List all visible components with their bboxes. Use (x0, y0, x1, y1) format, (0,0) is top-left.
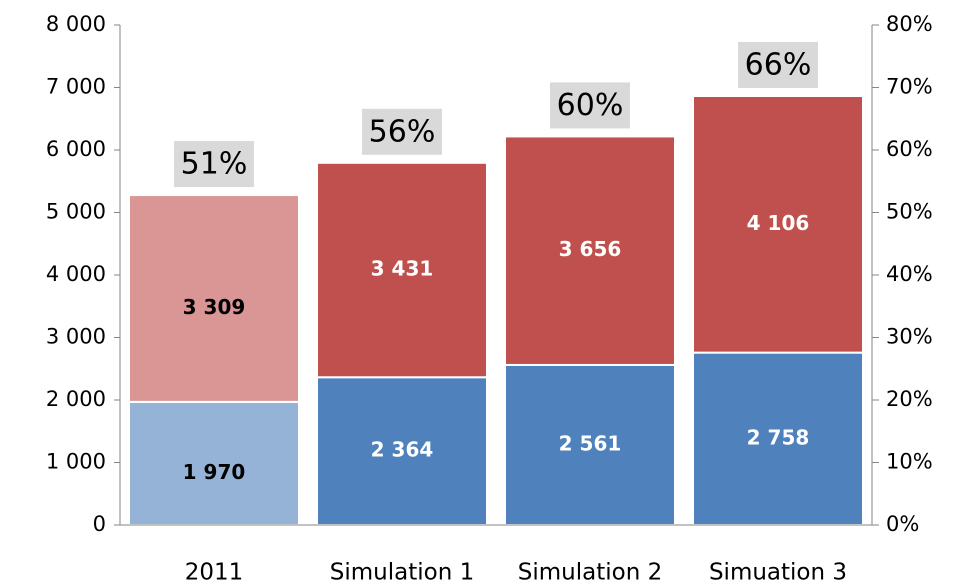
y-tick-label: 6 000 (46, 137, 106, 161)
y2-tick-label: 50% (886, 200, 933, 224)
data-label: 3 656 (559, 237, 622, 261)
x-tick-label: Simulation 1 (330, 560, 474, 586)
percent-label-box (550, 82, 630, 129)
bar-segment (692, 351, 864, 526)
x-tick-label: 2011 (185, 560, 244, 586)
y2-tick-label: 30% (886, 325, 933, 349)
percent-label: 51% (181, 147, 248, 182)
x-tick-label: Simulation 2 (518, 560, 662, 586)
percent-label: 56% (369, 114, 436, 149)
percent-label: 60% (557, 88, 624, 123)
y-tick-label: 3 000 (46, 325, 106, 349)
data-label: 2 364 (371, 438, 434, 462)
y2-tick-label: 20% (886, 387, 933, 411)
y-tick-label: 5 000 (46, 200, 106, 224)
bar-segment (692, 95, 864, 354)
bar-segment (504, 135, 676, 366)
y-tick-label: 4 000 (46, 262, 106, 286)
percent-label-box (174, 141, 254, 188)
data-label: 3 309 (183, 295, 246, 319)
y-tick-label: 2 000 (46, 387, 106, 411)
data-label: 3 431 (371, 257, 434, 281)
x-tick-label: Simuation 3 (709, 560, 847, 586)
percent-label: 66% (745, 48, 812, 83)
data-label: 1 970 (183, 460, 246, 484)
y2-tick-label: 80% (886, 12, 933, 36)
bar-segment (316, 161, 488, 379)
y2-tick-label: 60% (886, 137, 933, 161)
data-label: 2 758 (747, 425, 810, 449)
data-label: 4 106 (747, 211, 810, 235)
bar-segment (504, 363, 676, 526)
y-tick-label: 1 000 (46, 450, 106, 474)
y2-tick-label: 0% (886, 512, 919, 536)
y-tick-label: 0 (93, 512, 106, 536)
y2-tick-label: 40% (886, 262, 933, 286)
y-tick-label: 8 000 (46, 12, 106, 36)
percent-label-box (738, 42, 818, 88)
data-label: 2 561 (559, 431, 622, 455)
y2-tick-label: 70% (886, 75, 933, 99)
y-tick-label: 7 000 (46, 75, 106, 99)
y2-tick-label: 10% (886, 450, 933, 474)
bar-segment (128, 194, 300, 403)
percent-label-box (362, 108, 442, 155)
